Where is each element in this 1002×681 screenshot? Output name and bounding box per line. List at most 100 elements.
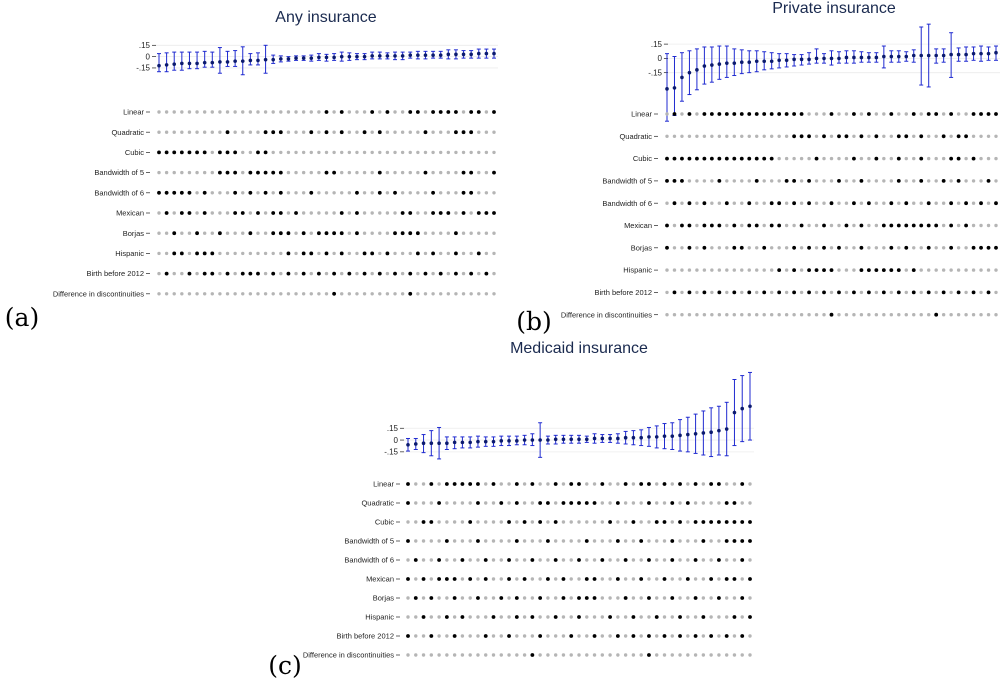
indicator-dot-active [553,482,558,486]
point-estimate [592,436,597,441]
point-estimate [837,56,841,61]
indicator-dot-inactive [263,211,268,215]
indicator-dot-inactive [187,110,192,114]
indicator-dot-inactive [912,246,916,250]
point-estimate [919,53,924,58]
indicator-dot-active [172,231,177,236]
indicator-dot-inactive [600,520,605,524]
indicator-dot-inactive [665,313,669,317]
indicator-dot-active [469,271,474,276]
indicator-dot-inactive [792,313,796,317]
indicator-dot-active [248,170,253,175]
point-estimate [561,437,566,442]
indicator-dot-active [522,577,527,581]
point-estimate [370,54,374,58]
indicator-dot-active [829,201,834,206]
indicator-dot-inactive [701,501,706,505]
indicator-dot-inactive [740,134,744,138]
indicator-dot-inactive [672,134,677,138]
indicator-dot-inactive [784,313,789,317]
indicator-dot-active [263,150,268,155]
indicator-dot-active [971,245,976,250]
indicator-dot-inactive [799,313,804,317]
indicator-dot-inactive [740,223,744,228]
point-estimate [423,53,428,57]
indicator-dot-inactive [762,201,766,205]
indicator-dot-active [623,558,628,562]
indicator-dot-inactive [469,211,473,215]
indicator-dot-inactive [709,653,713,657]
indicator-dot-inactive [822,179,826,183]
indicator-dot-inactive [986,134,991,138]
indicator-dot-inactive [585,653,589,657]
indicator-dot-active [225,130,230,135]
indicator-dot-active [530,615,535,619]
indicator-dot-active [271,271,276,276]
indicator-dot-active [934,312,939,317]
point-estimate [484,51,489,56]
indicator-dot-active [476,539,480,543]
indicator-dot-inactive [569,596,573,600]
indicator-dot-inactive [164,170,169,175]
y-tick-label: 0 [146,52,151,61]
indicator-dot-inactive [210,211,214,215]
indicator-dot-inactive [491,577,496,581]
indicator-dot-inactive [218,271,222,276]
indicator-dot-inactive [732,482,737,486]
indicator-dot-active [762,245,767,250]
indicator-dot-inactive [631,539,636,543]
indicator-dot-inactive [724,558,729,562]
row-label-quadratic: Quadratic [111,128,144,137]
indicator-dot-inactive [317,191,321,195]
indicator-dot-active [468,520,473,524]
indicator-dot-inactive [665,201,669,205]
indicator-dot-active [724,520,729,524]
indicator-dot-inactive [538,615,542,619]
indicator-dot-inactive [747,134,751,138]
indicator-dot-active [866,268,871,272]
indicator-dot-inactive [468,653,472,657]
indicator-dot-inactive [655,653,659,657]
point-estimate [385,54,390,58]
indicator-dot-inactive [400,292,405,296]
indicator-dot-inactive [814,134,819,138]
point-estimate [725,61,729,65]
indicator-dot-active [670,539,675,543]
indicator-dot-inactive [546,558,550,562]
row-label-mexican: Mexican [624,221,652,230]
indicator-dot-active [423,170,428,175]
point-estimate [271,57,276,62]
indicator-dot-inactive [814,223,819,228]
indicator-dot-inactive [755,313,759,317]
indicator-dot-inactive [423,150,428,155]
indicator-dot-inactive [919,268,923,272]
point-estimate [347,54,352,59]
point-estimate [896,54,901,59]
indicator-dot-active [747,223,752,228]
indicator-dot-inactive [792,156,796,161]
indicator-dot-inactive [309,271,313,276]
indicator-dot-inactive [187,292,192,296]
indicator-dot-inactive [393,110,397,114]
indicator-dot-inactive [406,653,410,657]
indicator-dot-inactive [491,539,496,543]
indicator-dot-inactive [400,110,405,114]
indicator-dot-inactive [233,110,237,114]
indicator-dot-active [693,520,698,524]
indicator-dot-active [911,290,916,295]
indicator-dot-inactive [979,134,983,138]
y-tick-label: 0 [658,54,663,63]
indicator-dot-inactive [355,292,359,296]
indicator-dot-inactive [784,290,789,295]
indicator-dot-inactive [347,251,352,256]
indicator-dot-active [584,539,589,543]
indicator-dot-active [400,211,405,215]
indicator-dot-inactive [461,150,466,155]
indicator-dot-active [670,558,675,562]
indicator-dot-inactive [647,577,651,581]
indicator-dot-active [672,156,677,161]
point-estimate [994,50,998,55]
point-estimate [852,55,856,60]
indicator-dot-inactive [693,653,698,657]
indicator-dot-inactive [717,577,721,581]
